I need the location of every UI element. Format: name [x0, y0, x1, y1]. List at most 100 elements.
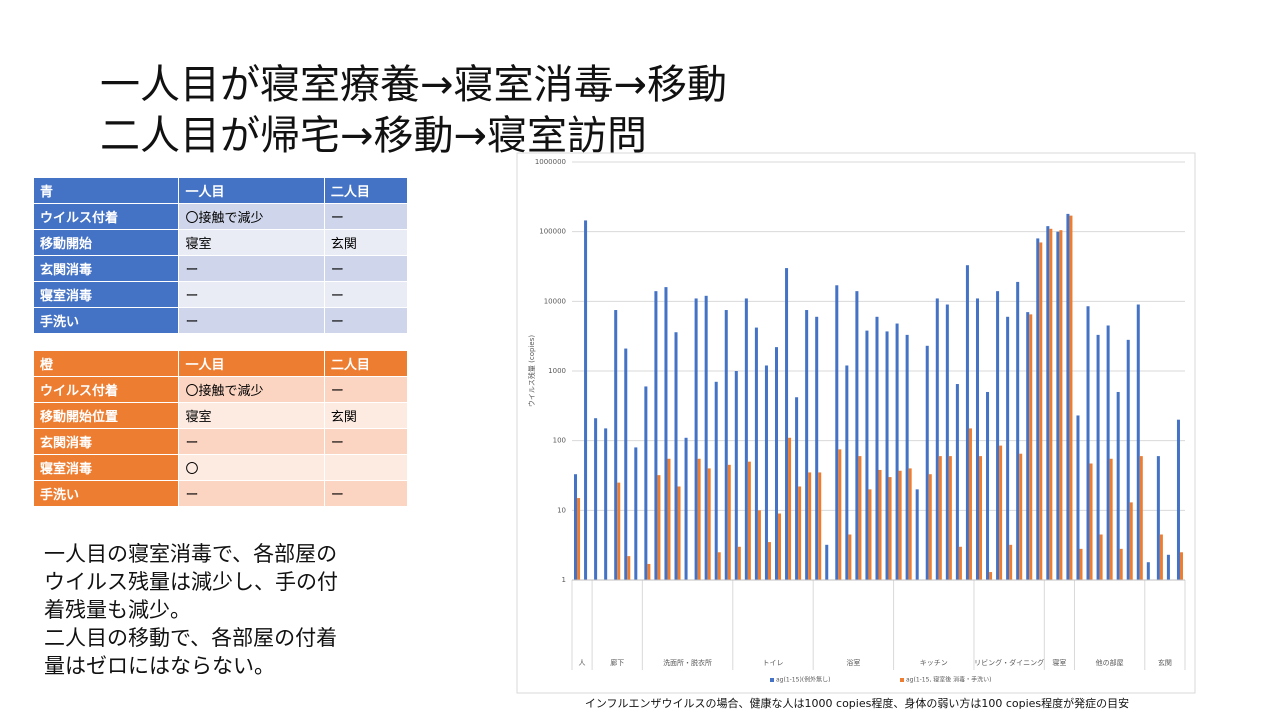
cell: 手洗い — [32, 480, 180, 507]
bar — [684, 437, 688, 580]
bar — [996, 291, 1000, 580]
y-axis-label: ウイルス残量 (copies) — [527, 335, 536, 407]
bar — [815, 316, 819, 580]
row: 玄関消毒ーー — [32, 428, 409, 455]
bar — [1099, 534, 1103, 580]
bar — [845, 365, 849, 580]
row: 寝室消毒ーー — [32, 281, 409, 308]
cell: 玄関 — [323, 402, 409, 429]
group-label: 人 — [579, 659, 586, 667]
bar — [1019, 453, 1023, 580]
bar — [1106, 325, 1110, 580]
bar — [938, 456, 942, 580]
bar — [898, 470, 902, 580]
cell: ー — [178, 480, 325, 507]
bar — [778, 513, 782, 580]
bar — [968, 428, 972, 580]
legend-label: ag(1-15, 寝室後 消毒・手洗い) — [906, 676, 992, 684]
group-label: 廊下 — [610, 658, 624, 667]
bar — [1179, 552, 1183, 580]
bar — [667, 458, 671, 580]
bar — [717, 552, 721, 580]
bar — [935, 298, 939, 580]
note-line: ウイルス残量は減少し、手の付 — [44, 570, 338, 594]
cell: ウイルス付着 — [32, 376, 180, 403]
bar — [855, 291, 859, 580]
bar — [757, 510, 761, 580]
bar — [805, 310, 809, 580]
bar — [584, 220, 588, 581]
bar — [1129, 502, 1133, 580]
bar — [767, 542, 771, 580]
cell: ー — [323, 281, 409, 308]
bar — [624, 348, 628, 580]
bar — [1139, 456, 1143, 580]
bar — [1146, 562, 1150, 580]
bar — [1026, 312, 1030, 580]
bar — [865, 330, 869, 580]
row: ウイルス付着 〇接触で減少ー — [32, 376, 409, 403]
bar — [999, 445, 1003, 580]
bar — [875, 316, 879, 580]
bar — [948, 456, 952, 580]
bar — [617, 482, 621, 580]
legend-label: ag(1-15)(例外無し) — [776, 676, 830, 684]
bar — [878, 469, 882, 580]
bar — [808, 472, 812, 580]
bar — [1136, 304, 1140, 580]
bar — [835, 285, 839, 580]
bar — [1159, 534, 1163, 580]
bar — [1166, 554, 1170, 580]
cell: ー — [323, 428, 409, 455]
header-cell: 青 — [32, 177, 180, 204]
header-row: 青一人目 二人目 — [32, 177, 409, 204]
bar — [714, 381, 718, 580]
note-line: 量はゼロにはならない。 — [44, 654, 275, 678]
bar — [674, 332, 678, 580]
bar — [727, 464, 731, 580]
group-label: 浴室 — [846, 658, 860, 667]
cell: ー — [323, 203, 409, 230]
row: 手洗いーー — [32, 480, 409, 507]
header-cell: 一人目 — [178, 350, 325, 377]
cell: ー — [178, 428, 325, 455]
bar — [657, 475, 661, 580]
bar — [634, 447, 638, 580]
note-line: 一人目の寝室消毒で、各部屋の — [44, 542, 338, 566]
bar — [1119, 548, 1123, 580]
row: ウイルス付着 〇接触で減少ー — [32, 203, 409, 230]
bar — [868, 489, 872, 580]
bar — [1126, 339, 1130, 580]
legend-swatch — [770, 678, 774, 682]
y-tick-label: 100000 — [539, 228, 566, 236]
bar — [1089, 463, 1093, 580]
bar — [888, 477, 892, 580]
table-orange: 橙一人目 二人目 ウイルス付着 〇接触で減少ー移動開始位置 寝室 玄関 玄関消毒ーー寝室消毒… — [32, 350, 409, 507]
bar — [1049, 228, 1053, 581]
cell: 手洗い — [32, 307, 180, 334]
note: 一人目の寝室消毒で、各部屋の ウイルス残量は減少し、手の付 着残量も減少。 二人目の移… — [44, 540, 338, 680]
bar — [1029, 314, 1033, 580]
bar — [1176, 419, 1180, 580]
cell: ー — [178, 307, 325, 334]
note-line: 着残量も減少。 — [44, 598, 191, 622]
cell: 寝室 — [178, 229, 325, 256]
row: 移動開始 寝室 玄関 — [32, 229, 409, 256]
bar — [1069, 215, 1073, 580]
bar — [1009, 544, 1013, 580]
cell: 移動開始 — [32, 229, 180, 256]
legend-swatch — [900, 678, 904, 682]
bar — [737, 546, 741, 580]
table-blue: 青一人目 二人目 ウイルス付着 〇接触で減少ー移動開始 寝室 玄関 玄関消毒ーー寝室消毒ーー… — [32, 177, 409, 334]
bar — [818, 472, 822, 580]
bar — [785, 268, 789, 580]
bar — [928, 474, 932, 580]
cell: ー — [323, 307, 409, 334]
cell: 〇接触で減少 — [178, 203, 325, 230]
bar — [1109, 458, 1113, 580]
bar — [644, 386, 648, 580]
row: 移動開始位置 寝室 玄関 — [32, 402, 409, 429]
header-cell: 橙 — [32, 350, 180, 377]
